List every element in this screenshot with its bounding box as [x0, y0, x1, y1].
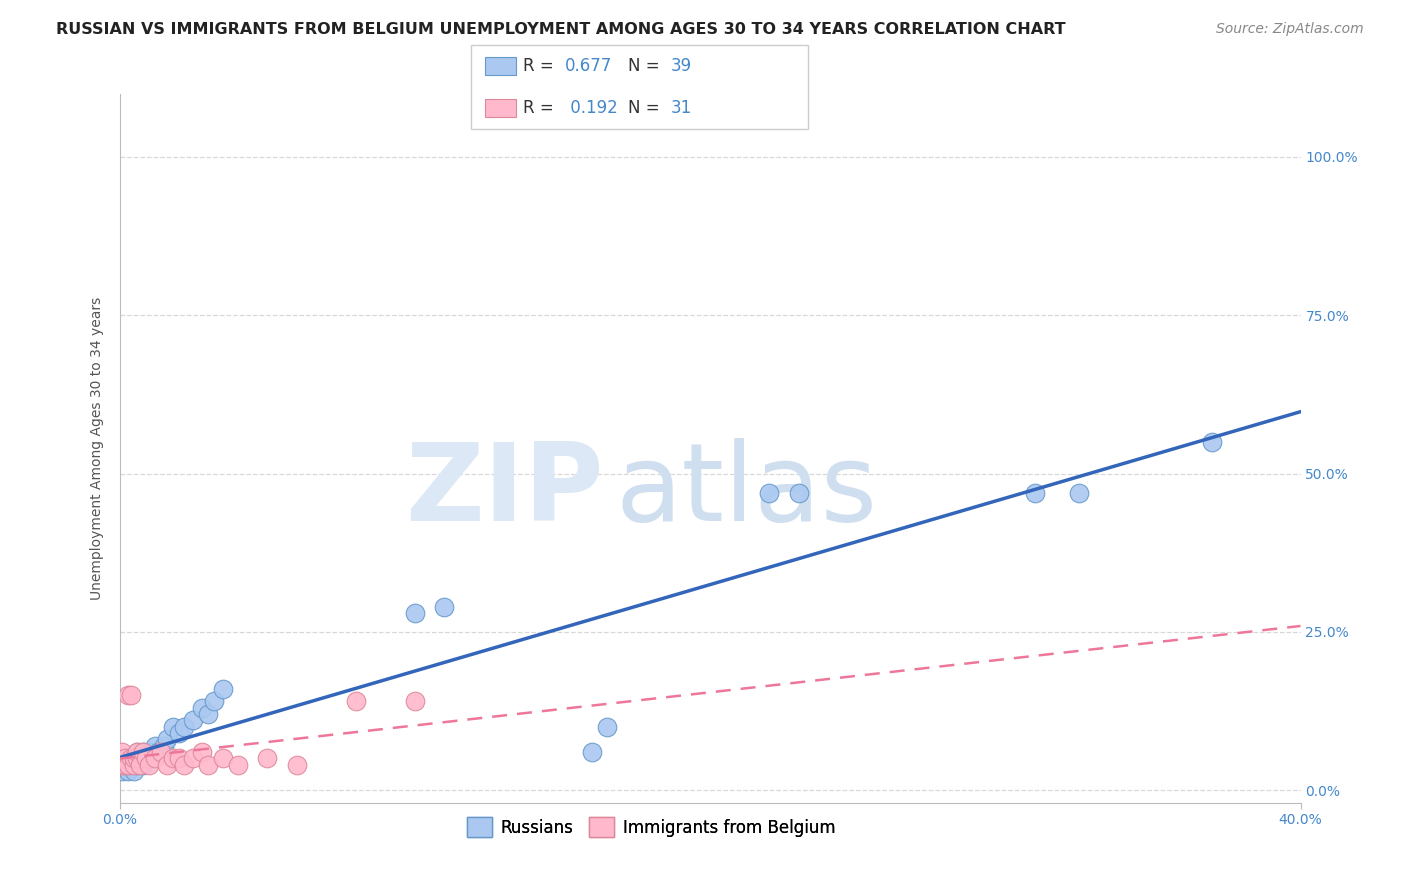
Point [787, 485, 810, 500]
Text: N =: N = [628, 99, 665, 117]
Text: RUSSIAN VS IMMIGRANTS FROM BELGIUM UNEMPLOYMENT AMONG AGES 30 TO 34 YEARS CORREL: RUSSIAN VS IMMIGRANTS FROM BELGIUM UNEMP… [56, 22, 1066, 37]
Point [127, 751, 149, 765]
Point [132, 745, 155, 759]
Point [183, 751, 205, 765]
Point [120, 751, 142, 765]
Point [173, 757, 195, 772]
Point [141, 745, 163, 759]
Point [256, 751, 278, 765]
Point [156, 757, 179, 772]
Text: R =: R = [523, 57, 560, 75]
Point [117, 764, 139, 779]
Point [1069, 485, 1091, 500]
Point [124, 751, 146, 765]
Text: 0.192: 0.192 [565, 99, 619, 117]
Point [153, 739, 174, 753]
Point [132, 757, 155, 772]
Point [162, 751, 184, 765]
Point [129, 751, 152, 765]
Point [167, 751, 190, 765]
Point [191, 701, 214, 715]
Point [124, 757, 146, 772]
Text: 31: 31 [671, 99, 692, 117]
Legend: Russians, Immigrants from Belgium: Russians, Immigrants from Belgium [460, 811, 842, 844]
Point [191, 745, 214, 759]
Point [111, 764, 134, 779]
Point [404, 694, 426, 708]
Point [1201, 434, 1223, 449]
Point [143, 739, 166, 753]
Point [127, 757, 149, 772]
Point [127, 745, 149, 759]
Point [111, 757, 134, 772]
Point [226, 757, 249, 772]
Point [173, 720, 195, 734]
Point [211, 681, 233, 696]
Text: 0.677: 0.677 [565, 57, 613, 75]
Point [124, 764, 146, 779]
Point [120, 751, 142, 765]
Point [120, 757, 142, 772]
Point [211, 751, 233, 765]
Point [114, 757, 136, 772]
Point [117, 757, 139, 772]
Point [581, 745, 603, 759]
Point [124, 751, 146, 765]
Point [167, 726, 190, 740]
Point [117, 757, 139, 772]
Point [138, 757, 160, 772]
Point [143, 751, 166, 765]
Point [114, 751, 136, 765]
Point [117, 751, 139, 765]
Text: Source: ZipAtlas.com: Source: ZipAtlas.com [1216, 22, 1364, 37]
Point [135, 751, 157, 765]
Point [162, 720, 184, 734]
Point [129, 757, 152, 772]
Point [132, 745, 155, 759]
Point [433, 599, 456, 614]
Point [120, 688, 142, 702]
Text: R =: R = [523, 99, 560, 117]
Point [149, 745, 172, 759]
Text: N =: N = [628, 57, 665, 75]
Point [1024, 485, 1046, 500]
Point [197, 757, 219, 772]
Text: ZIP: ZIP [405, 438, 603, 544]
Point [404, 606, 426, 620]
Point [146, 745, 169, 759]
Point [183, 714, 205, 728]
Point [135, 751, 157, 765]
Point [202, 694, 225, 708]
Point [156, 732, 179, 747]
Point [117, 688, 139, 702]
Point [758, 485, 780, 500]
Point [114, 751, 136, 765]
Point [138, 745, 160, 759]
Point [596, 720, 619, 734]
Point [285, 757, 308, 772]
Text: 39: 39 [671, 57, 692, 75]
Point [344, 694, 367, 708]
Text: atlas: atlas [616, 438, 877, 544]
Point [127, 745, 149, 759]
Point [197, 707, 219, 722]
Point [114, 757, 136, 772]
Y-axis label: Unemployment Among Ages 30 to 34 years: Unemployment Among Ages 30 to 34 years [90, 297, 104, 599]
Point [111, 745, 134, 759]
